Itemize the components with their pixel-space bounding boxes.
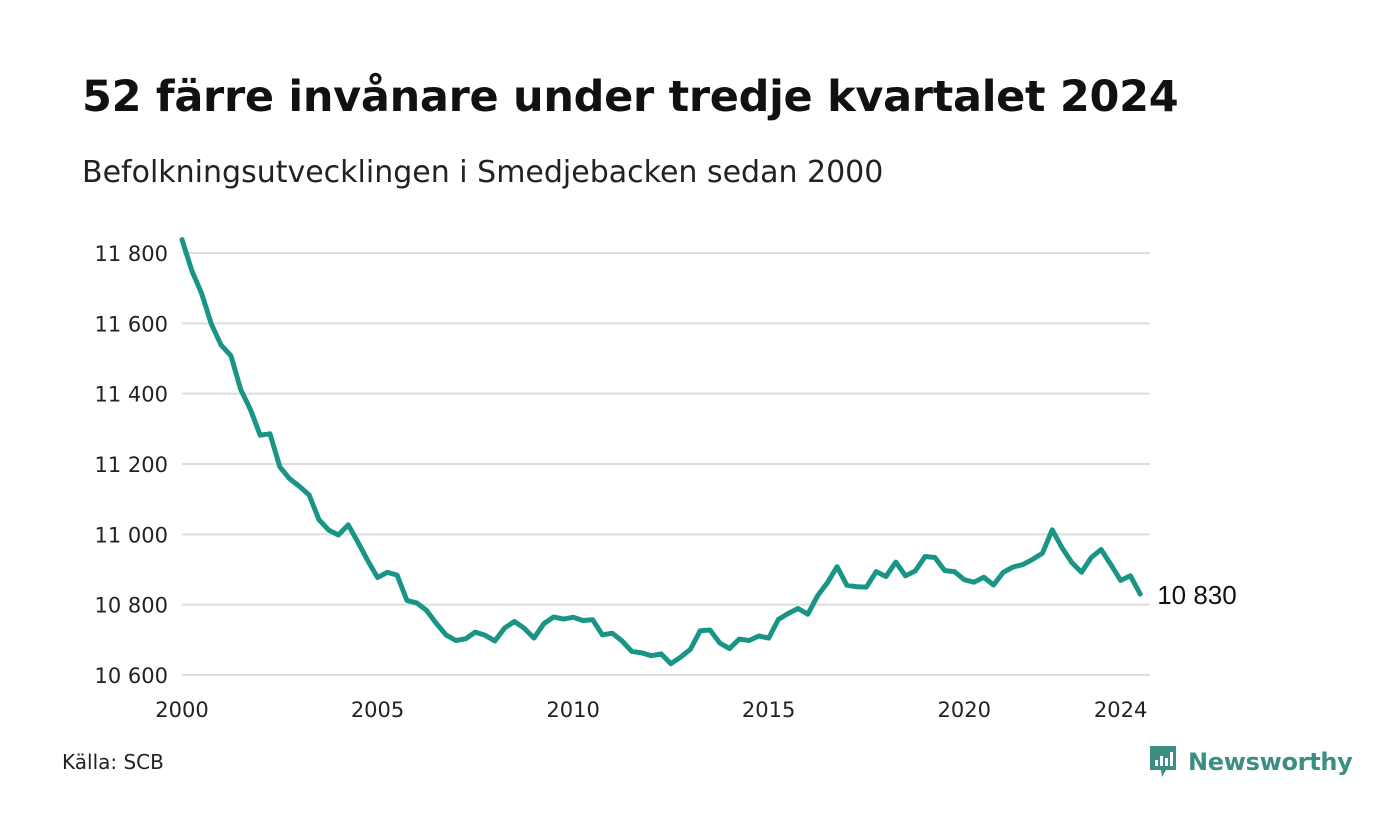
series-layer	[179, 237, 1143, 667]
x-axis-ticks: 2000 2005 2010 2015 2020 2024	[155, 698, 1147, 722]
x-tick-label: 2000	[155, 698, 208, 722]
y-tick-label: 10 800	[95, 594, 168, 618]
y-tick-label: 11 400	[95, 383, 168, 407]
source-note: Källa: SCB	[62, 750, 164, 774]
y-axis-ticks: 10 600 10 800 11 000 11 200 11 400 11 600 11 8…	[95, 242, 168, 688]
chart-title: 52 färre invånare under tredje kvartalet…	[82, 72, 1179, 122]
x-tick-label: 2024	[1094, 698, 1147, 722]
chart-subtitle: Befolkningsutvecklingen i Smedjebacken s…	[82, 155, 884, 190]
y-tick-label: 11 800	[95, 242, 168, 266]
x-tick-label: 2010	[546, 698, 599, 722]
x-tick-label: 2020	[937, 698, 990, 722]
newsworthy-logo-icon	[1150, 746, 1176, 777]
brand[interactable]: Newsworthy	[1148, 744, 1353, 780]
brand-name: Newsworthy	[1188, 748, 1353, 776]
end-value-label: 10 830	[1157, 580, 1237, 610]
grid-lines	[182, 252, 1150, 676]
y-tick-label: 11 000	[95, 523, 168, 547]
x-tick-label: 2005	[351, 698, 404, 722]
x-tick-label: 2015	[742, 698, 795, 722]
line-chart: 10 600 10 800 11 000 11 200 11 400 11 600 11 8…	[95, 237, 1237, 722]
y-tick-label: 10 600	[95, 664, 168, 688]
y-tick-label: 11 600	[95, 312, 168, 336]
y-tick-label: 11 200	[95, 453, 168, 477]
population-line	[179, 237, 1143, 667]
